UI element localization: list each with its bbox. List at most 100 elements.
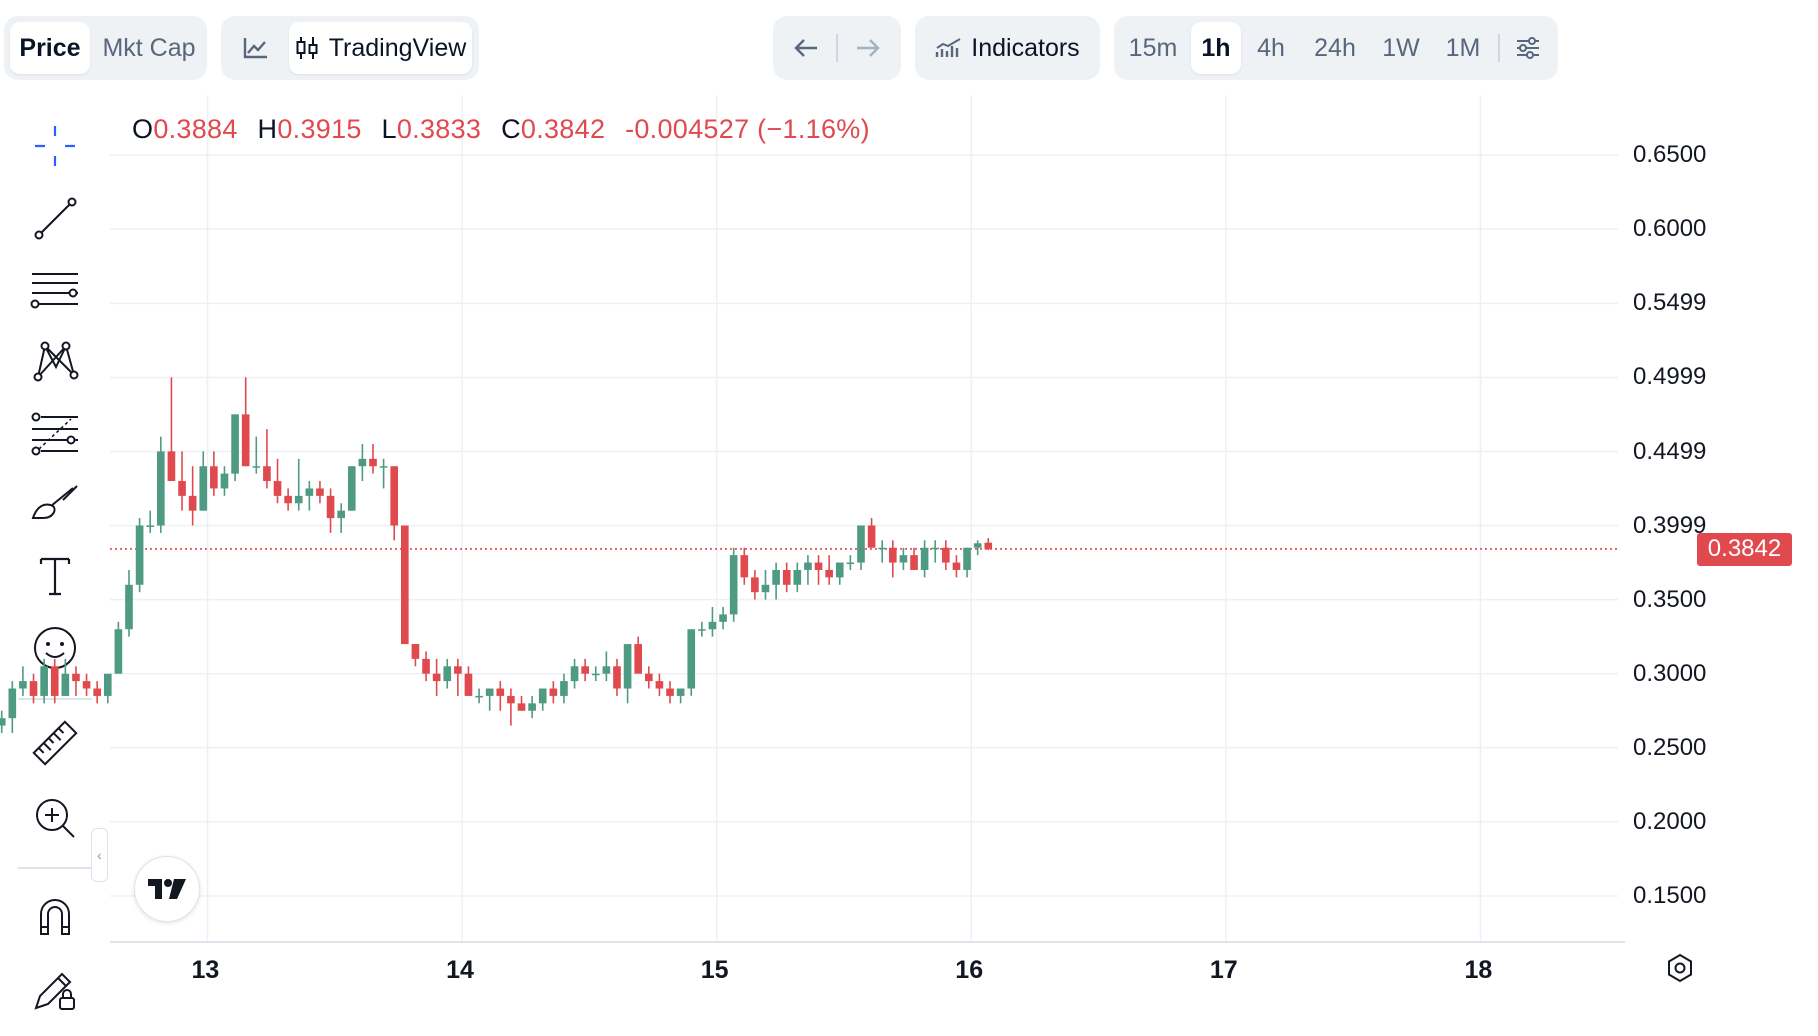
candle	[40, 658, 48, 704]
candle	[231, 414, 239, 482]
timeframe-1w[interactable]: 1W	[1382, 33, 1420, 62]
candle-body	[602, 666, 611, 674]
undo-button[interactable]	[781, 22, 831, 74]
candle-body	[443, 666, 452, 682]
candle	[782, 562, 791, 593]
fib-retracement-tool[interactable]	[24, 405, 86, 461]
price-tab[interactable]: Price	[10, 22, 90, 74]
horizontal-lines-tool[interactable]	[24, 262, 86, 318]
candle-body	[8, 688, 17, 719]
candle	[432, 658, 441, 696]
candle	[72, 666, 80, 696]
candle-body	[793, 569, 802, 585]
trend-line-tool[interactable]	[24, 190, 86, 246]
candle-body	[432, 673, 441, 682]
redo-button[interactable]	[843, 22, 893, 74]
crosshair-tool[interactable]	[24, 118, 86, 174]
candle	[50, 658, 59, 704]
timeframe-group: 15m 1h 4h 24h 1W 1M	[1114, 16, 1558, 80]
price-mktcap-toggle: Price Mkt Cap	[4, 16, 207, 80]
sliders-icon	[1517, 37, 1539, 59]
timeframe-15m[interactable]: 15m	[1128, 33, 1178, 62]
y-tick-label: 0.6500	[1633, 141, 1707, 168]
candle	[358, 443, 367, 482]
candle-body	[220, 473, 229, 489]
candle	[337, 503, 345, 533]
magnet-tool[interactable]	[24, 888, 86, 944]
ruler-tool[interactable]	[24, 715, 86, 771]
candle-body	[146, 525, 155, 527]
candle-body	[517, 703, 526, 711]
candle-body	[40, 666, 48, 696]
close-key: C	[501, 114, 521, 144]
candle-body	[72, 673, 80, 682]
candle-body	[538, 688, 547, 704]
candle-body	[29, 681, 38, 696]
candle-body	[199, 466, 208, 511]
timeframe-4h[interactable]: 4h	[1257, 33, 1285, 62]
candle	[984, 538, 993, 551]
text-tool[interactable]	[24, 548, 86, 604]
y-tick-label: 0.5499	[1633, 289, 1707, 317]
candle	[422, 651, 430, 682]
low-value: 0.3833	[396, 114, 482, 144]
candle	[369, 443, 377, 474]
candle-body	[231, 414, 239, 474]
brush-tool[interactable]	[24, 476, 86, 532]
indicators-button[interactable]: Indicators	[921, 22, 1094, 74]
timeframe-24h[interactable]: 24h	[1314, 33, 1356, 62]
candle-body	[804, 562, 812, 570]
candle	[135, 518, 144, 593]
candle	[252, 436, 261, 474]
chart-settings-button[interactable]	[1506, 22, 1550, 74]
candle	[82, 673, 91, 696]
candle-body	[210, 466, 218, 489]
candle	[666, 681, 674, 704]
candle-body	[825, 569, 833, 578]
candle-body	[973, 543, 982, 548]
candle	[188, 466, 197, 526]
candle	[644, 666, 653, 689]
candle-body	[719, 614, 727, 622]
pattern-tool[interactable]	[24, 333, 86, 389]
candle-body	[93, 688, 101, 696]
candle	[326, 488, 335, 533]
candle-body	[782, 569, 791, 585]
candle	[178, 451, 186, 511]
candle-body	[708, 621, 717, 630]
divider	[1498, 34, 1500, 62]
zoom-in-tool[interactable]	[24, 790, 86, 846]
candle	[146, 510, 155, 533]
tradingview-button[interactable]: TradingView	[289, 22, 472, 74]
candle-body	[103, 673, 112, 696]
candle-body	[751, 577, 759, 593]
candle	[220, 466, 229, 496]
low-key: L	[381, 114, 397, 144]
x-tick-label: 16	[955, 956, 984, 984]
candle	[761, 569, 770, 600]
tradingview-logo[interactable]	[134, 856, 200, 922]
candle	[347, 466, 356, 511]
candle-body	[422, 658, 430, 674]
candle	[729, 547, 738, 622]
candle	[19, 666, 27, 696]
mkt-cap-tab[interactable]: Mkt Cap	[102, 33, 196, 62]
candle-body	[581, 666, 589, 674]
candle	[61, 658, 70, 696]
lock-drawings-tool[interactable]	[24, 962, 86, 1018]
line-chart-button[interactable]	[227, 22, 285, 74]
candle	[814, 555, 823, 585]
timeframe-1h[interactable]: 1h	[1191, 22, 1241, 74]
chevron-left-icon: ‹	[97, 847, 102, 863]
high-value: 0.3915	[277, 114, 362, 144]
candle-body	[528, 703, 536, 711]
candle	[125, 569, 133, 637]
collapse-toolbar-handle[interactable]: ‹	[91, 828, 108, 882]
axis-settings-button[interactable]	[1660, 948, 1700, 988]
candle-body	[942, 547, 950, 563]
timeframe-1m[interactable]: 1M	[1445, 33, 1481, 62]
candle-body	[761, 584, 770, 593]
y-tick-label: 0.3999	[1633, 511, 1707, 539]
arrow-right-icon	[857, 39, 880, 57]
